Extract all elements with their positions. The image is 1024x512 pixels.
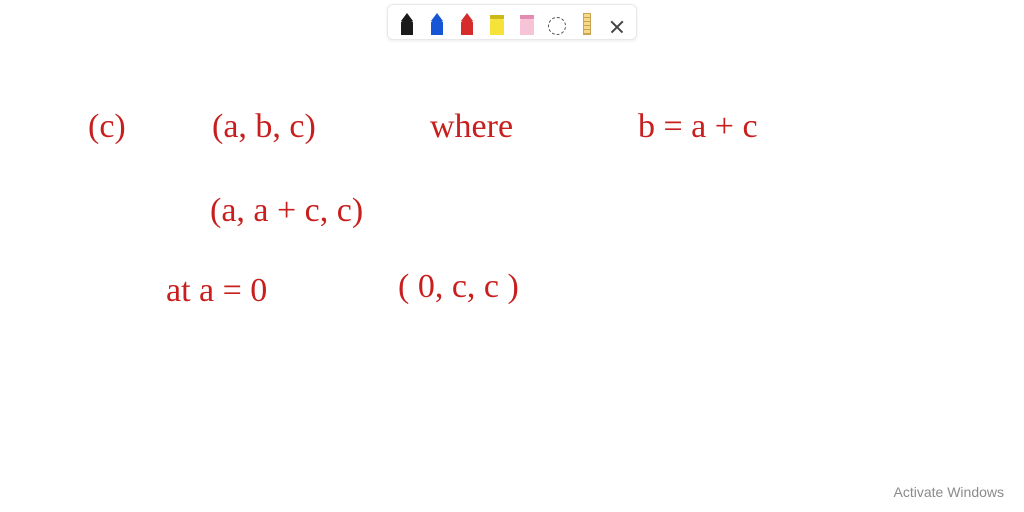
handwritten-text: (a, a + c, c) <box>210 192 363 230</box>
handwritten-text: (a, b, c) <box>212 108 316 146</box>
handwritten-text: where <box>430 108 513 146</box>
handwritten-text: (c) <box>88 108 126 146</box>
handwritten-text: at a = 0 <box>166 272 267 310</box>
whiteboard-canvas[interactable]: (c) (a, b, c) where b = a + c (a, a + c, c) a… <box>0 0 1024 512</box>
activate-windows-watermark: Activate Windows <box>894 484 1004 500</box>
handwritten-text: b = a + c <box>638 108 758 146</box>
handwritten-text: ( 0, c, c ) <box>398 268 519 306</box>
